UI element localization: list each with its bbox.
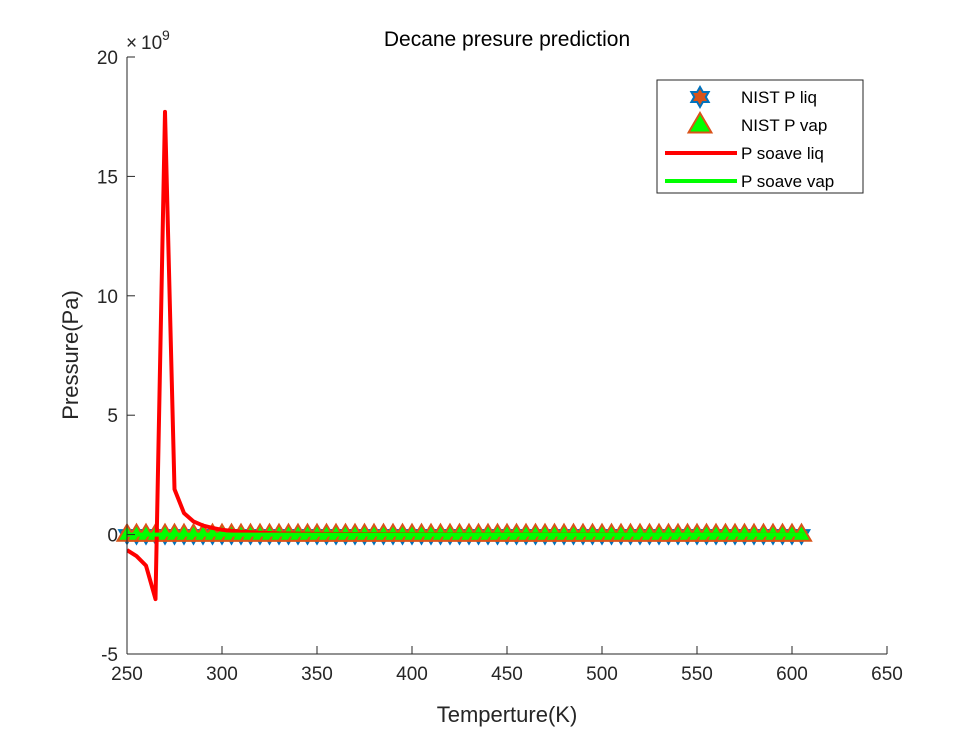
y-scale-exponent: × 10 9 [126, 27, 170, 54]
x-tick-label-8: 650 [871, 664, 903, 685]
x-axis-label: Temperture(K) [437, 702, 578, 727]
y-scale-power: 9 [162, 27, 170, 43]
x-tick-label-7: 600 [776, 664, 808, 685]
chart-title: Decane presure prediction [384, 28, 630, 51]
x-tick-label-3: 400 [396, 664, 428, 685]
x-tick-label-5: 500 [586, 664, 618, 685]
y-tick-label-3: 10 [97, 287, 118, 308]
legend-box [656, 79, 864, 194]
chart-marks [115, 109, 813, 602]
y-axis-label: Pressure(Pa) [58, 290, 83, 420]
ticks: 250 300 350 400 450 500 550 600 650 -5 0 5 10 15 20 [97, 48, 903, 685]
y-tick-label-0: -5 [101, 645, 118, 666]
x-tick-label-6: 550 [681, 664, 713, 685]
legend-label-p-soave-vap: P soave vap [741, 172, 834, 191]
x-tick-label-4: 450 [491, 664, 523, 685]
y-tick-label-2: 5 [107, 406, 118, 427]
legend-label-p-soave-liq: P soave liq [741, 144, 824, 163]
legend-label-nist-p-liq: NIST P liq [741, 88, 817, 107]
x-tick-label-1: 300 [206, 664, 238, 685]
y-scale-base: 10 [141, 33, 162, 54]
y-tick-label-1: 0 [107, 526, 118, 547]
legend: NIST P liq NIST P vap P soave liq P soave v… [656, 79, 864, 194]
x-tick-label-2: 350 [301, 664, 333, 685]
legend-marker-nist-p-vap [686, 111, 714, 134]
y-tick-label-5: 20 [97, 48, 118, 69]
legend-label-nist-p-vap: NIST P vap [741, 116, 827, 135]
legend-marker-nist-p-liq [689, 84, 711, 110]
x-tick-label-0: 250 [111, 664, 143, 685]
y-scale-times: × [126, 33, 137, 54]
y-tick-label-4: 15 [97, 167, 118, 188]
